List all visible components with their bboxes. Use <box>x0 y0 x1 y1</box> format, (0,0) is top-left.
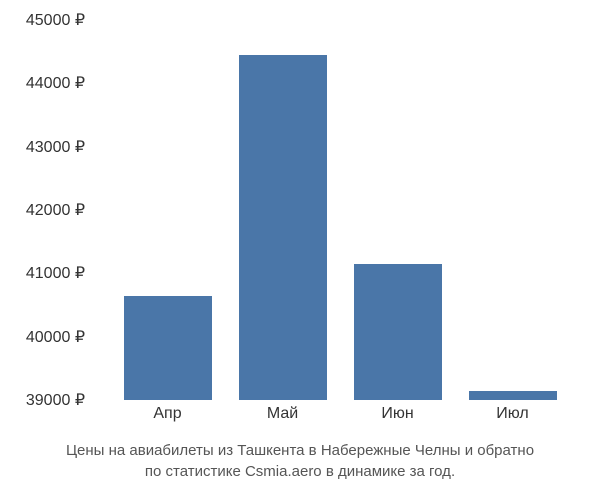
y-tick-label: 41000 ₽ <box>26 263 85 283</box>
y-tick-label: 45000 ₽ <box>26 10 85 30</box>
x-tick-label: Апр <box>124 405 212 435</box>
y-tick-label: 43000 ₽ <box>26 137 85 157</box>
x-tick-label: Июл <box>469 405 557 435</box>
x-axis: Апр Май Июн Июл <box>95 405 585 435</box>
x-tick-label: Июн <box>354 405 442 435</box>
plot-area <box>95 20 585 400</box>
y-axis: 39000 ₽40000 ₽41000 ₽42000 ₽43000 ₽44000… <box>0 20 90 400</box>
y-tick-label: 40000 ₽ <box>26 327 85 347</box>
bar <box>239 55 327 400</box>
y-tick-label: 42000 ₽ <box>26 200 85 220</box>
chart-container: 39000 ₽ 40000 ₽ 41000 ₽ 42000 ₽ 43000 ₽ 44000… <box>0 0 600 500</box>
caption-line-1: Цены на авиабилеты из Ташкента в Набереж… <box>10 440 590 461</box>
x-tick-label: Май <box>239 405 327 435</box>
chart-caption: Цены на авиабилеты из Ташкента в Набереж… <box>0 440 600 482</box>
bar <box>124 296 212 401</box>
caption-line-2: по статистике Csmia.aero в динамике за г… <box>10 461 590 482</box>
bar <box>354 264 442 400</box>
bar <box>469 391 557 401</box>
y-tick-label: 44000 ₽ <box>26 73 85 93</box>
y-tick-label: 39000 ₽ <box>26 390 85 410</box>
bars-group <box>95 20 585 400</box>
